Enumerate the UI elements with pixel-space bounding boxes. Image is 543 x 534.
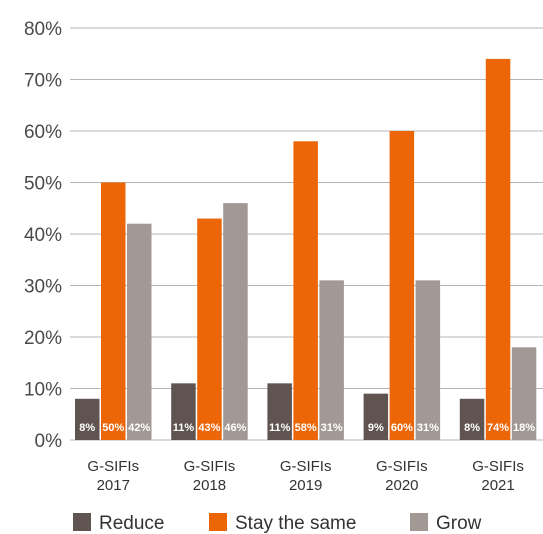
data-labels: 8% 50% 42% 11% 43% 46% 11% 58% 31% 9% 60% 31% 8% 74% 1… bbox=[79, 422, 535, 434]
data-label: 43% bbox=[198, 422, 220, 434]
bar-reduce bbox=[363, 393, 389, 440]
bar-stay-the-same bbox=[197, 218, 222, 440]
bar-stay-the-same bbox=[101, 182, 126, 440]
y-tick-label: 20% bbox=[24, 328, 62, 349]
x-category-label: G-SIFIs 2019 bbox=[280, 458, 332, 494]
data-label: 46% bbox=[224, 422, 246, 434]
y-tick-label: 70% bbox=[24, 71, 62, 92]
y-tick-label: 10% bbox=[24, 380, 62, 401]
y-axis-ticks: 0% 10% 20% 30% 40% 50% 60% 70% 80% bbox=[24, 19, 62, 452]
bar-grow bbox=[319, 280, 344, 440]
x-axis-categories: G-SIFIs 2017 G-SIFIs 2018 G-SIFIs 2019 G-SIFIs… bbox=[87, 458, 523, 494]
bar-reduce bbox=[267, 383, 292, 440]
data-label: 8% bbox=[79, 422, 95, 434]
data-label: 8% bbox=[464, 422, 480, 434]
legend-item-reduce: Reduce bbox=[73, 513, 165, 534]
y-tick-label: 40% bbox=[24, 225, 62, 246]
legend-swatch bbox=[209, 513, 227, 531]
y-tick-label: 50% bbox=[24, 174, 62, 195]
bars bbox=[75, 58, 537, 441]
legend: Reduce Stay the same Grow bbox=[73, 513, 482, 534]
legend-item-grow: Grow bbox=[410, 513, 482, 534]
x-category-label: G-SIFIs 2018 bbox=[184, 458, 236, 494]
data-label: 50% bbox=[102, 422, 124, 434]
bar-stay-the-same bbox=[293, 141, 318, 441]
x-category-label: G-SIFIs 2020 bbox=[376, 458, 428, 494]
bar-reduce bbox=[171, 383, 196, 440]
y-tick-label: 80% bbox=[24, 19, 62, 40]
data-label: 31% bbox=[417, 422, 439, 434]
bar-reduce bbox=[75, 398, 100, 440]
data-label: 42% bbox=[128, 422, 150, 434]
x-category-label: G-SIFIs 2017 bbox=[87, 458, 139, 494]
x-category-label: G-SIFIs 2021 bbox=[472, 458, 524, 494]
bar-grow bbox=[511, 347, 537, 440]
data-label: 9% bbox=[368, 422, 384, 434]
data-label: 58% bbox=[295, 422, 317, 434]
data-label: 11% bbox=[173, 422, 195, 434]
data-label: 11% bbox=[269, 422, 291, 434]
data-label: 18% bbox=[513, 422, 535, 434]
data-label: 31% bbox=[321, 422, 343, 434]
bar-stay-the-same bbox=[485, 58, 511, 441]
y-tick-label: 0% bbox=[35, 431, 63, 452]
bar-grow bbox=[223, 203, 248, 440]
legend-swatch bbox=[410, 513, 428, 531]
legend-label: Stay the same bbox=[235, 513, 356, 534]
y-tick-label: 60% bbox=[24, 122, 62, 143]
legend-label: Grow bbox=[436, 513, 482, 534]
legend-label: Reduce bbox=[99, 513, 165, 534]
data-label: 74% bbox=[487, 422, 509, 434]
y-tick-label: 30% bbox=[24, 277, 62, 298]
bar-grow bbox=[415, 280, 441, 440]
data-label: 60% bbox=[391, 422, 413, 434]
legend-swatch bbox=[73, 513, 91, 531]
bar-stay-the-same bbox=[389, 131, 415, 440]
bar-reduce bbox=[459, 398, 485, 440]
bar-grow bbox=[127, 223, 152, 440]
legend-item-stay-the-same: Stay the same bbox=[209, 513, 356, 534]
